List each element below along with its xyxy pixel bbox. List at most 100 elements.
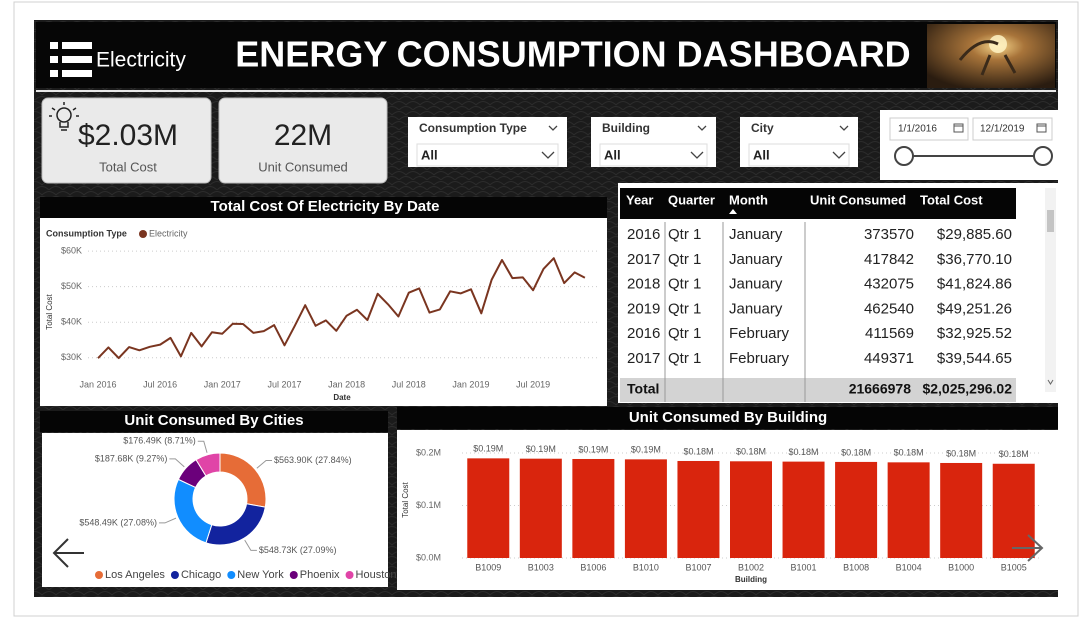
chevron: [697, 125, 707, 131]
leader-line: [169, 458, 185, 468]
x-tick-label: B1010: [633, 562, 659, 572]
table-cell: 2017: [627, 350, 660, 367]
legend-label[interactable]: New York: [237, 569, 284, 581]
x-tick-label: B1007: [685, 562, 711, 572]
x-tick-label: Jul 2017: [267, 379, 301, 389]
x-tick-label: Jan 2019: [452, 379, 489, 389]
scroll-thumb[interactable]: [1047, 210, 1054, 232]
legend-marker: [227, 571, 236, 579]
dropdown[interactable]: [416, 143, 559, 167]
table-cell: Qtr 1: [668, 251, 701, 268]
slicer-value: All: [604, 147, 621, 162]
table-cell: Qtr 1: [668, 325, 701, 342]
x-tick-label: Jul 2016: [143, 379, 177, 389]
kpi-value: 22M: [274, 119, 332, 152]
date-end: 12/1/2019: [980, 124, 1025, 135]
y-tick-label: $0.0M: [416, 552, 441, 562]
calendar-icon: [953, 123, 1047, 133]
x-tick-label: B1001: [791, 562, 817, 572]
legend-marker: [289, 571, 298, 579]
date-input[interactable]: [972, 117, 1053, 141]
chevron: [541, 151, 555, 159]
legend-label[interactable]: Houston: [356, 569, 397, 581]
slicer-value: All: [753, 147, 770, 162]
table-cell: $41,824.86: [937, 276, 1012, 293]
sort-arrow: [729, 209, 737, 214]
y-tick-label: $40K: [61, 317, 82, 327]
title-bar: [397, 407, 1058, 429]
table-cell: $39,544.65: [937, 350, 1012, 367]
slicer-label: Building: [602, 121, 650, 135]
date-input[interactable]: [889, 117, 969, 141]
data-label: $548.73K (27.09%): [259, 545, 337, 555]
table-cell: $29,885.60: [937, 226, 1012, 243]
kpi-card: [218, 97, 388, 184]
leader-line: [256, 460, 273, 469]
table-panel: [618, 183, 1058, 403]
table-cell: 432075: [864, 276, 914, 293]
table-cell: $49,251.26: [937, 300, 1012, 317]
data-label: $0.18M: [999, 449, 1029, 459]
nav-prev[interactable]: [52, 538, 84, 568]
column-header: Unit Consumed: [810, 192, 906, 207]
data-label: $187.68K (9.27%): [95, 453, 168, 463]
data-label: $548.49K (27.08%): [79, 517, 157, 527]
table-cell: 449371: [864, 350, 914, 367]
table-cell: 2018: [627, 276, 660, 293]
table-cell: 373570: [864, 226, 914, 243]
x-tick-label: Jan 2017: [204, 379, 241, 389]
nav-next[interactable]: [1012, 534, 1044, 562]
table-cell: Qtr 1: [668, 276, 701, 293]
table-cell: $32,925.52: [937, 325, 1012, 342]
leader-line: [158, 517, 177, 524]
table-header: [620, 188, 1016, 219]
legend-label[interactable]: Los Angeles: [105, 569, 165, 581]
x-tick-label: Jul 2019: [516, 379, 550, 389]
y-tick-label: $0.1M: [416, 500, 441, 510]
chart-title: Unit Consumed By Building: [629, 409, 827, 426]
data-label: $176.49K (8.71%): [123, 436, 196, 446]
total-label: Total: [627, 381, 659, 397]
x-tick-label: B1002: [738, 562, 764, 572]
x-tick-label: Jan 2016: [79, 379, 116, 389]
x-tick-label: B1003: [528, 562, 554, 572]
menu-icon[interactable]: [50, 42, 92, 77]
legend-label[interactable]: Phoenix: [300, 569, 340, 581]
data-label: $0.18M: [946, 448, 976, 458]
kpi-label: Unit Consumed: [258, 159, 348, 174]
chevron: [690, 151, 704, 159]
slicer-label: City: [751, 121, 774, 135]
y-tick-label: $0.2M: [416, 447, 441, 457]
chevron: [832, 151, 846, 159]
line-panel: [40, 218, 607, 406]
dropdown[interactable]: [599, 143, 708, 167]
bar: [730, 461, 772, 558]
y-tick-label: $50K: [61, 281, 82, 291]
dropdown[interactable]: [748, 143, 850, 167]
bar: [519, 458, 562, 558]
slider-handle[interactable]: [894, 146, 914, 166]
slider-handle[interactable]: [1033, 146, 1053, 166]
table-cell: January: [729, 226, 783, 243]
x-tick-label: B1009: [475, 562, 501, 572]
legend-marker: [345, 571, 354, 579]
legend-marker: [139, 230, 147, 238]
x-tick-label: Jan 2018: [328, 379, 365, 389]
bar: [992, 463, 1035, 558]
table-cell: Qtr 1: [668, 226, 701, 243]
header-rule: [36, 90, 1056, 92]
legend-marker: [170, 571, 179, 579]
legend-label[interactable]: Chicago: [181, 569, 221, 581]
x-axis-label: Building: [735, 575, 767, 584]
kpi-value: $2.03M: [78, 119, 178, 152]
x-axis-label: Date: [333, 393, 351, 402]
table-cell: 411569: [865, 325, 914, 342]
bar: [467, 458, 510, 558]
data-label: $0.18M: [683, 446, 713, 456]
scrollbar[interactable]: [1045, 188, 1056, 392]
slicer-label: Consumption Type: [419, 121, 527, 135]
table-cell: 2017: [627, 251, 660, 268]
title-bar: [40, 197, 607, 218]
data-label: $0.18M: [841, 447, 871, 457]
